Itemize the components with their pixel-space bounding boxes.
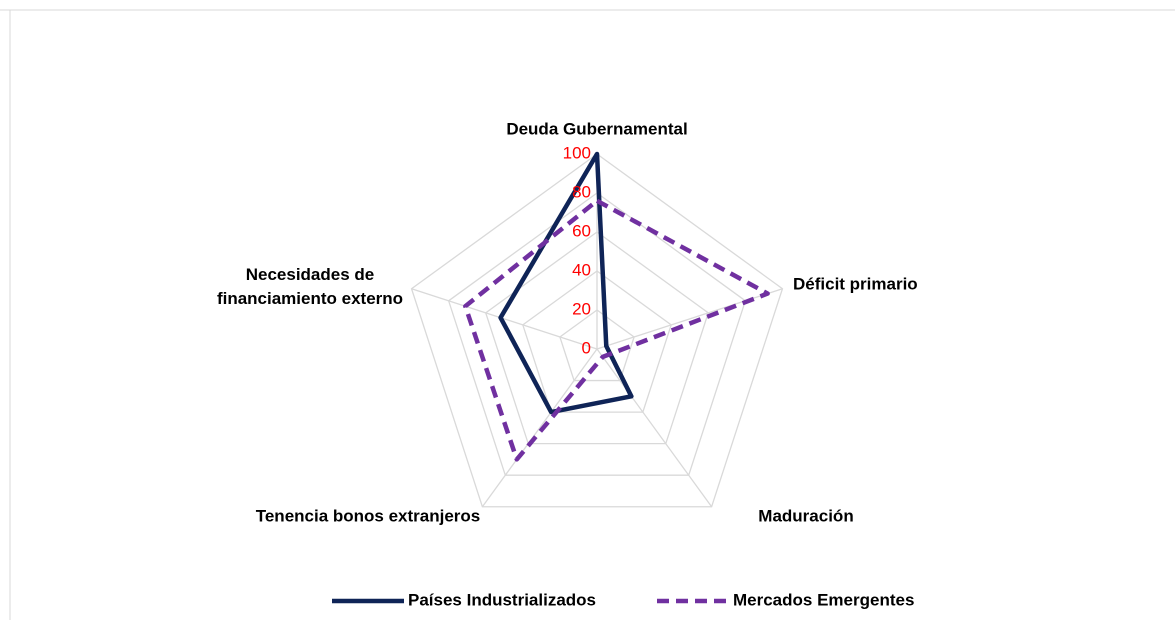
r-tick-label: 80 bbox=[572, 182, 591, 201]
category-label-line: Necesidades de bbox=[246, 265, 375, 284]
r-tick-label: 20 bbox=[572, 299, 591, 318]
spoke bbox=[481, 348, 598, 508]
grid-ring bbox=[447, 192, 747, 476]
category-label-line: financiamiento externo bbox=[217, 289, 403, 308]
series-line bbox=[463, 198, 770, 462]
spoke bbox=[596, 288, 783, 350]
series-line bbox=[498, 151, 634, 415]
category-label: Maduración bbox=[758, 506, 853, 525]
spoke bbox=[596, 348, 713, 508]
spoke bbox=[411, 288, 598, 350]
r-tick-label: 0 bbox=[582, 338, 591, 357]
grid-ring bbox=[522, 270, 672, 413]
r-tick-label: 100 bbox=[563, 143, 591, 162]
category-label: Necesidades de financiamiento externo bbox=[217, 265, 403, 308]
r-tick-label: 60 bbox=[572, 221, 591, 240]
category-label: Deuda Gubernamental bbox=[506, 119, 687, 138]
legend-label: Países Industrializados bbox=[408, 590, 596, 609]
grid-ring bbox=[410, 153, 784, 508]
r-tick-label: 40 bbox=[572, 260, 591, 279]
category-label: Déficit primario bbox=[793, 274, 918, 293]
category-label: Tenencia bonos extranjeros bbox=[256, 506, 481, 525]
legend-label: Mercados Emergentes bbox=[733, 590, 914, 609]
grid-ring bbox=[484, 231, 710, 445]
grid-ring bbox=[559, 309, 635, 382]
